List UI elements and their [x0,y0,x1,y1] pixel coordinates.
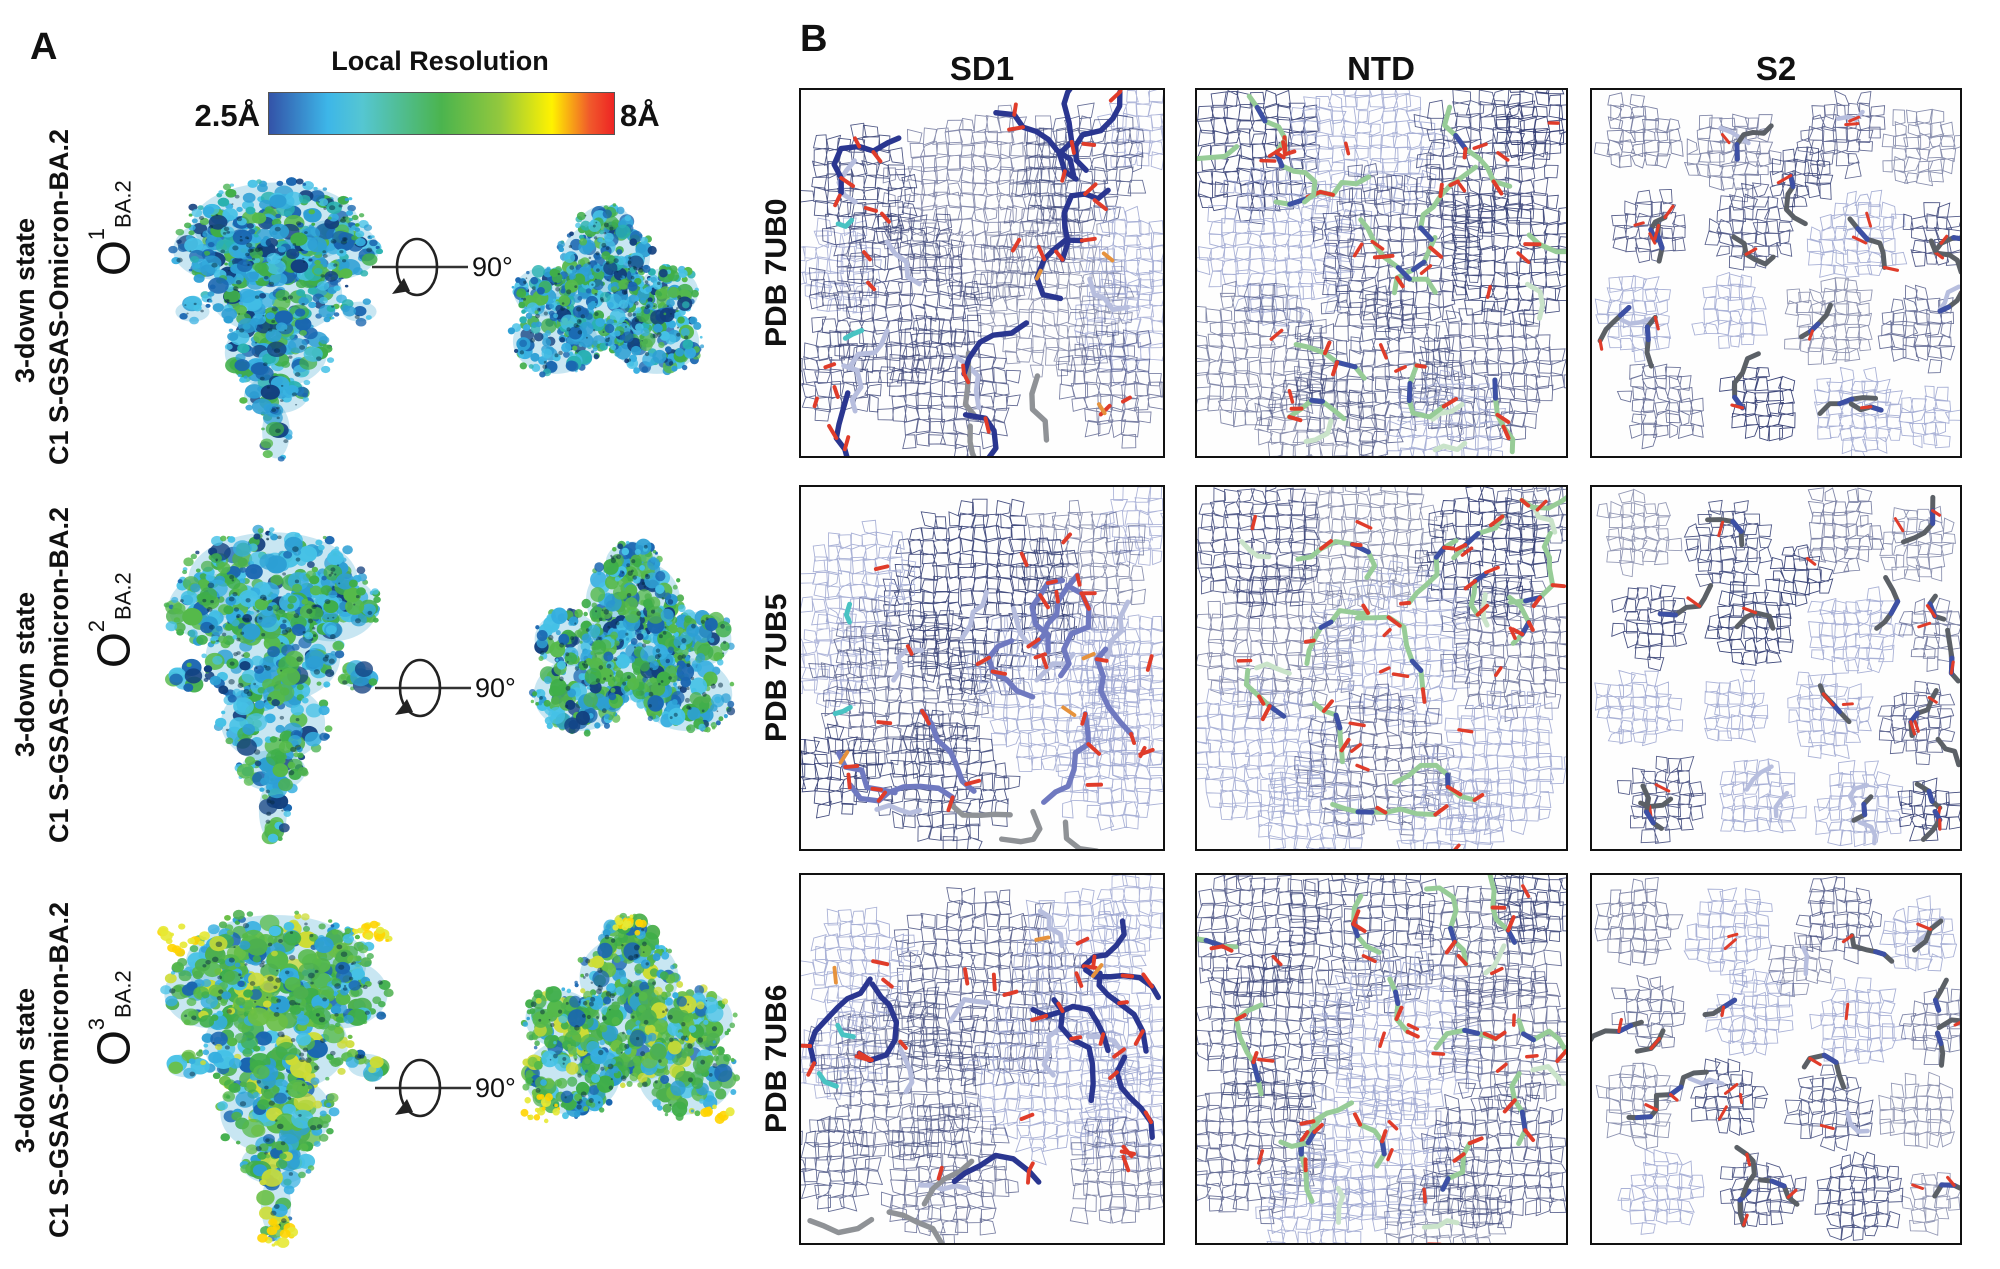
colorbar-title: Local Resolution [331,46,549,76]
o-superscript: 3 [84,1017,109,1031]
state-label-line1-row3: 3-down state [10,987,40,1153]
column-header-ntd: NTD [1347,50,1415,87]
rotation-axis-icon-row3 [375,1058,471,1118]
spike-top-view-map-row3 [520,912,741,1125]
o-symbol: O [87,1030,140,1066]
spike-side-view-map-row1 [168,177,384,462]
colorbar-min-label: 2.5Å [194,98,260,133]
panel-a-label: A [30,26,58,68]
o-symbol: O [87,632,140,668]
density-mesh-panel-7ub5-ntd [1195,485,1568,851]
colorbar-max-label: 8Å [620,98,660,133]
panel-b-label: B [800,18,828,60]
state-label-line2-row2: C1 S-GSAS-Omicron-BA.2 [44,506,74,843]
o-symbol: O [87,240,140,276]
o-superscript: 1 [84,227,109,241]
column-header-s2: S2 [1755,50,1797,87]
density-mesh-panel-7ub6-sd1 [799,873,1165,1245]
row-label-pdb-7ub5: PDB 7UB5 [760,593,793,743]
state-label-line1-row2: 3-down state [10,591,40,758]
state-label-line2-row3: C1 S-GSAS-Omicron-BA.2 [44,901,74,1239]
o-superscript: 2 [84,619,109,633]
rotation-angle-label-row2: 90° [475,673,516,703]
o-subscript: BA.2 [110,572,136,620]
density-mesh-panel-7ub0-ntd [1195,88,1568,458]
spike-side-view-map-row2 [163,524,381,845]
conformation-symbol-row2: O2BA.2 [84,564,140,676]
state-label-line2-row1: C1 S-GSAS-Omicron-BA.2 [44,128,74,465]
density-mesh-panel-7ub0-s2 [1590,88,1962,458]
spike-top-view-map-row2 [528,538,736,737]
colorbar-gradient [268,92,615,135]
row-label-pdb-7ub6: PDB 7UB6 [760,984,793,1134]
rotation-axis-icon-row1 [372,237,468,297]
rotation-angle-label-row1: 90° [472,252,513,282]
spike-side-view-map-row3 [157,909,394,1248]
conformation-symbol-row1: O1BA.2 [84,172,140,284]
o-subscript: BA.2 [110,970,136,1018]
density-mesh-panel-7ub6-s2 [1590,873,1962,1245]
density-mesh-panel-7ub6-ntd [1195,873,1568,1245]
rotation-angle-label-row3: 90° [475,1073,516,1103]
density-mesh-panel-7ub0-sd1 [799,88,1165,458]
rotation-axis-icon-row2 [375,658,471,718]
density-mesh-panel-7ub5-s2 [1590,485,1962,851]
density-mesh-panel-7ub5-sd1 [799,485,1165,851]
conformation-symbol-row3: O3BA.2 [84,962,140,1074]
row-label-pdb-7ub0: PDB 7UB0 [760,198,793,348]
spike-top-view-map-row1 [507,203,705,378]
column-header-sd1: SD1 [949,50,1015,87]
state-label-line1-row1: 3-down state [10,217,40,383]
o-subscript: BA.2 [110,180,136,228]
